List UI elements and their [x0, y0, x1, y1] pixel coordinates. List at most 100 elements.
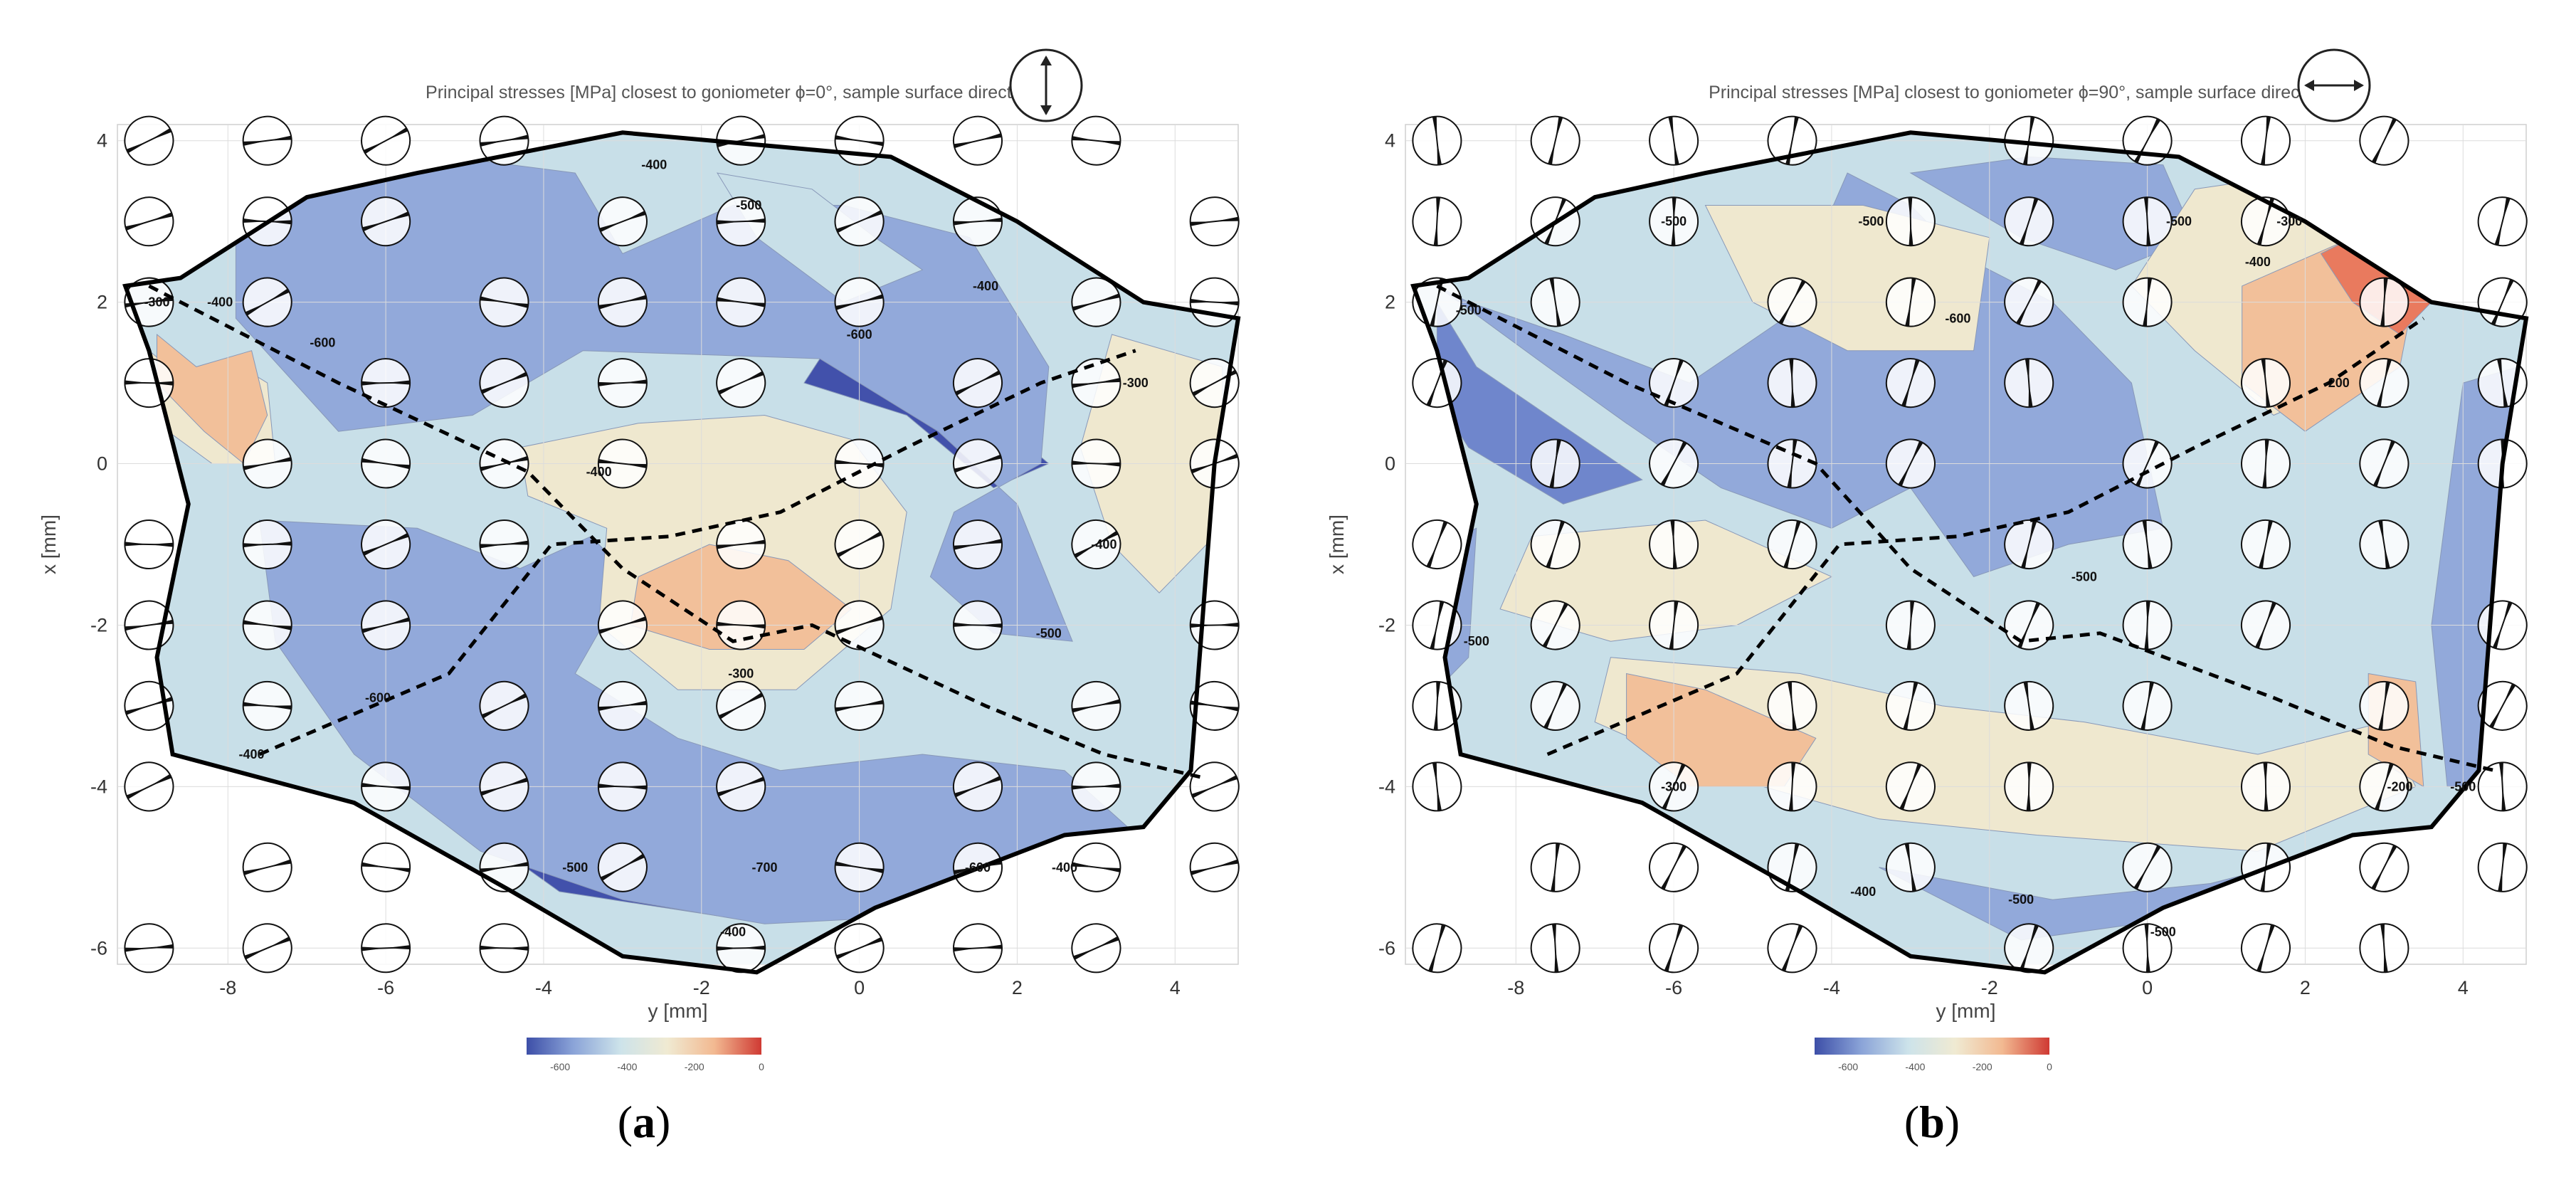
- y-tick-label: -4: [1378, 776, 1395, 797]
- marker-axis: [1551, 278, 1561, 327]
- stress-marker: [1412, 761, 1462, 812]
- stress-marker: [1885, 196, 1936, 247]
- stress-marker: [2122, 842, 2173, 892]
- marker-axis: [1906, 843, 1916, 892]
- stress-marker: [1885, 358, 1936, 408]
- x-tick-label: -6: [1665, 977, 1682, 998]
- sample-outline: [122, 130, 1241, 975]
- marker-axis: [2145, 601, 2149, 650]
- colorbar-tick-label: -400: [617, 1061, 637, 1072]
- contour-label: -500: [2450, 779, 2476, 793]
- stress-marker: [1071, 842, 1121, 892]
- marker-axis: [954, 218, 1002, 224]
- marker-axis: [1190, 623, 1239, 627]
- marker-axis: [1431, 601, 1443, 649]
- marker-axis: [1665, 924, 1682, 971]
- marker-axis: [125, 945, 174, 951]
- contour-label: -600: [310, 335, 335, 349]
- marker-axis: [717, 541, 766, 548]
- y-tick-label: 0: [97, 453, 107, 475]
- marker-axis: [954, 134, 1002, 147]
- x-tick-label: -4: [535, 977, 552, 998]
- marker-axis: [2022, 520, 2036, 569]
- contour-label: -700: [751, 860, 777, 875]
- marker-axis: [601, 855, 645, 880]
- stress-marker: [479, 358, 529, 408]
- marker-axis: [2499, 843, 2506, 892]
- contour-label: -400: [1052, 860, 1077, 875]
- stress-marker: [953, 115, 1003, 166]
- marker-axis: [954, 540, 1002, 549]
- marker-axis: [2145, 924, 2149, 973]
- stress-marker: [1885, 438, 1936, 489]
- stress-marker: [716, 358, 766, 408]
- stress-marker: [1649, 842, 1699, 892]
- stress-map-b: Principal stresses [MPa] closest to goni…: [1326, 48, 2529, 1072]
- marker-axis: [361, 784, 411, 789]
- marker-axis: [717, 778, 764, 796]
- caption-a: (a): [617, 1097, 671, 1147]
- stress-marker: [1767, 358, 1817, 408]
- stress-marker: [124, 196, 174, 247]
- marker-axis: [1427, 521, 1447, 568]
- stress-marker: [361, 923, 411, 974]
- stress-marker: [361, 438, 411, 489]
- marker-axis: [1790, 359, 1794, 408]
- stress-marker: [1189, 196, 1240, 247]
- stress-marker: [2359, 115, 2409, 166]
- stress-marker: [2004, 277, 2054, 327]
- marker-axis: [2380, 682, 2389, 730]
- stress-marker: [124, 923, 174, 974]
- marker-axis: [598, 618, 646, 633]
- stress-marker: [2122, 680, 2173, 731]
- marker-axis: [1433, 116, 1440, 165]
- marker-axis: [1190, 300, 1239, 305]
- arrowhead-left: [2304, 80, 2314, 91]
- marker-axis: [1072, 863, 1121, 871]
- stress-marker: [1530, 680, 1580, 731]
- contour-label: -300: [144, 295, 169, 310]
- contour-label: -500: [2008, 892, 2034, 907]
- marker-axis: [1072, 700, 1120, 712]
- stress-marker: [1649, 519, 1699, 569]
- stress-marker: [2122, 438, 2173, 489]
- marker-axis: [1672, 519, 1676, 569]
- stress-marker: [1071, 923, 1121, 974]
- marker-axis: [2135, 845, 2160, 890]
- stress-marker: [953, 600, 1003, 650]
- contour-label: -500: [2150, 925, 2176, 939]
- stress-marker: [242, 842, 292, 892]
- stress-marker: [1189, 600, 1240, 650]
- stress-marker: [834, 923, 885, 974]
- marker-axis: [243, 621, 292, 629]
- stress-marker: [1885, 761, 1936, 812]
- stress-marker: [124, 761, 174, 812]
- stress-marker: [361, 519, 411, 569]
- marker-axis: [361, 946, 411, 950]
- marker-axis: [1899, 441, 1922, 486]
- stress-marker: [1885, 842, 1936, 892]
- marker-axis: [2382, 278, 2387, 327]
- marker-axis: [1551, 439, 1561, 488]
- marker-axis: [1435, 681, 1440, 730]
- stress-marker: [1530, 923, 1580, 974]
- marker-axis: [1906, 278, 1915, 327]
- stress-marker: [1071, 761, 1121, 812]
- stress-marker: [2477, 680, 2528, 731]
- x-tick-label: 0: [2142, 977, 2153, 998]
- surface-direction-icon: [2297, 48, 2371, 122]
- marker-axis: [2498, 359, 2507, 407]
- stress-marker: [361, 115, 411, 166]
- stress-marker: [953, 358, 1003, 408]
- stress-marker: [2241, 358, 2291, 408]
- stress-marker: [2241, 600, 2291, 650]
- marker-axis: [361, 618, 410, 632]
- marker-axis: [2018, 602, 2039, 648]
- stress-marker: [1189, 761, 1240, 812]
- marker-axis: [2492, 279, 2513, 325]
- marker-axis: [2142, 682, 2153, 730]
- stress-marker: [2359, 438, 2409, 489]
- marker-axis: [1192, 776, 1237, 797]
- stress-marker: [953, 761, 1003, 812]
- stress-marker: [2241, 519, 2291, 569]
